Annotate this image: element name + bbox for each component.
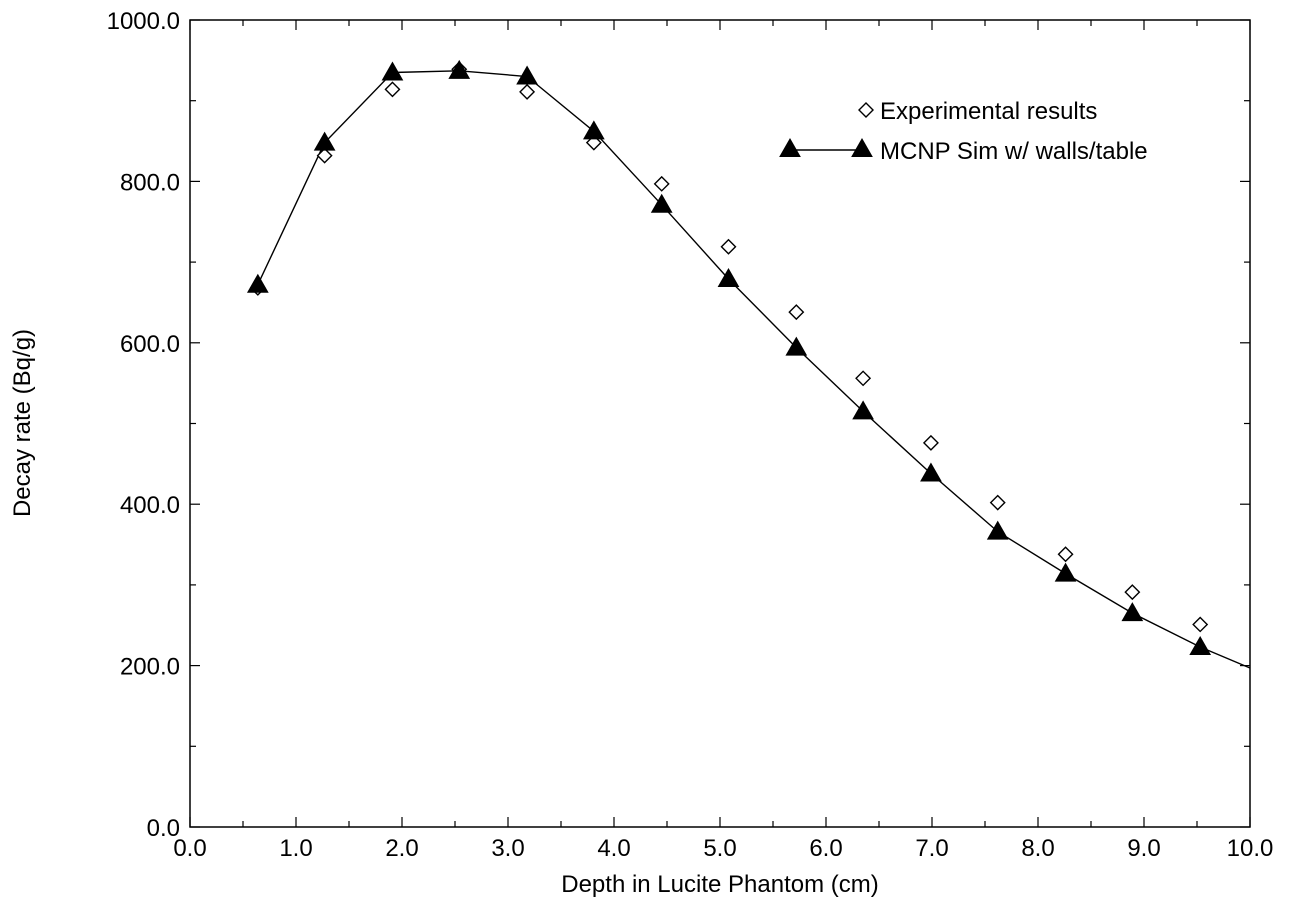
x-tick-label: 4.0 bbox=[597, 835, 630, 862]
mcnp-point bbox=[650, 193, 673, 213]
experimental-point bbox=[316, 147, 333, 164]
experimental-point bbox=[653, 175, 670, 192]
legend-marker-experimental bbox=[858, 102, 874, 118]
y-tick-label: 1000.0 bbox=[107, 8, 180, 35]
experimental-point bbox=[1124, 584, 1141, 601]
mcnp-point bbox=[986, 520, 1009, 540]
x-tick-label: 10.0 bbox=[1227, 835, 1274, 862]
experimental-point bbox=[989, 494, 1006, 511]
experimental-point bbox=[1057, 546, 1074, 563]
x-tick-label: 9.0 bbox=[1127, 835, 1160, 862]
mcnp-point bbox=[852, 400, 874, 420]
y-tick-label: 400.0 bbox=[120, 492, 180, 519]
mcnp-point bbox=[1054, 562, 1077, 582]
experimental-point bbox=[922, 434, 939, 451]
experimental-point bbox=[855, 370, 872, 387]
mcnp-point bbox=[1189, 636, 1212, 656]
experimental-point bbox=[1192, 616, 1209, 633]
x-tick-labels: 0.0 1.0 2.0 3.0 4.0 5.0 6.0 7.0 8.0 9.0 10.0 bbox=[173, 835, 1273, 862]
mcnp-point bbox=[516, 65, 538, 85]
x-tick-label: 3.0 bbox=[491, 835, 524, 862]
x-tick-label: 5.0 bbox=[703, 835, 736, 862]
mcnp-point bbox=[448, 59, 471, 79]
mcnp-point bbox=[246, 273, 269, 293]
mcnp-point bbox=[1121, 602, 1144, 622]
legend-label-mcnp: MCNP Sim w/ walls/table bbox=[880, 138, 1148, 165]
experimental-point bbox=[519, 83, 536, 100]
x-axis-title: Depth in Lucite Phantom (cm) bbox=[561, 871, 878, 898]
legend: Experimental results MCNP Sim w/ walls/ta… bbox=[779, 98, 1148, 165]
mcnp-point bbox=[582, 120, 605, 140]
mcnp-point bbox=[717, 268, 740, 288]
x-tick-label: 1.0 bbox=[279, 835, 312, 862]
x-tick-label: 2.0 bbox=[385, 835, 418, 862]
mcnp-point bbox=[920, 462, 942, 482]
mcnp-point bbox=[313, 131, 336, 151]
x-tick-label: 0.0 bbox=[173, 835, 206, 862]
y-tick-label: 600.0 bbox=[120, 331, 180, 358]
axis-ticks bbox=[189, 19, 1251, 828]
y-axis-title: Decay rate (Bq/g) bbox=[9, 329, 36, 517]
experimental-point bbox=[788, 304, 805, 321]
x-tick-label: 8.0 bbox=[1021, 835, 1054, 862]
experimental-point bbox=[720, 238, 737, 255]
y-tick-label: 200.0 bbox=[120, 654, 180, 681]
legend-marker-mcnp-right bbox=[851, 137, 873, 157]
series-markers bbox=[246, 59, 1212, 656]
experimental-point bbox=[384, 81, 401, 98]
x-tick-label: 6.0 bbox=[809, 835, 842, 862]
mcnp-point bbox=[381, 61, 404, 81]
series-lines bbox=[257, 70, 1251, 669]
legend-marker-mcnp-left bbox=[779, 137, 801, 157]
series-line-mcnp bbox=[257, 70, 1251, 669]
x-tick-label: 7.0 bbox=[915, 835, 948, 862]
y-tick-labels: 0.0 200.0 400.0 600.0 800.0 1000.0 bbox=[107, 8, 180, 842]
y-tick-label: 0.0 bbox=[147, 815, 180, 842]
y-tick-label: 800.0 bbox=[120, 169, 180, 196]
legend-label-experimental: Experimental results bbox=[880, 98, 1097, 125]
mcnp-point bbox=[785, 336, 808, 356]
